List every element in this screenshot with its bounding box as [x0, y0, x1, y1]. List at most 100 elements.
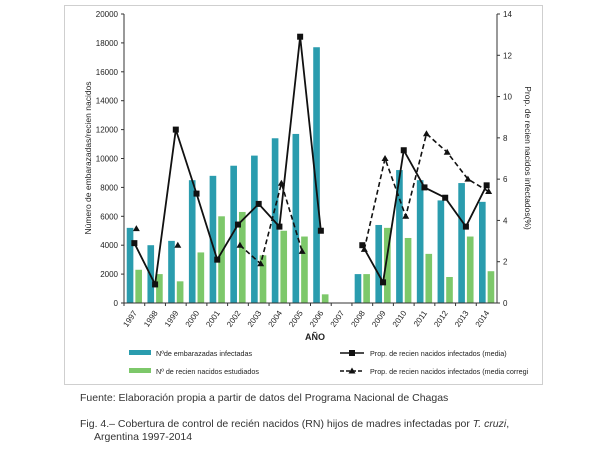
bar-embarazadas	[230, 165, 237, 303]
x-tick-label: 2013	[453, 309, 471, 329]
x-tick-label: 2010	[391, 309, 409, 329]
bar-embarazadas	[396, 170, 403, 303]
bar-recien-nacidos	[135, 269, 142, 303]
chart-frame	[64, 5, 543, 385]
y-tick-label: 6000	[100, 212, 118, 221]
bar-recien-nacidos	[301, 236, 308, 303]
marker-triangle	[174, 241, 182, 248]
bar-embarazadas	[292, 133, 300, 303]
x-tick-label: 2009	[370, 309, 388, 329]
legend-swatch	[129, 350, 151, 355]
marker-square	[442, 194, 449, 201]
chart: 0 2000 4000 6000 8000 10000 12000 14000 16000 180…	[83, 10, 533, 376]
chart-bars	[126, 47, 495, 303]
legend-label: Nºde embarazadas infectadas	[156, 349, 253, 358]
caption-line2: Argentina 1997-2014	[94, 431, 193, 443]
bar-recien-nacidos	[259, 255, 267, 303]
marker-triangle	[402, 212, 410, 219]
y2-tick-label: 4	[503, 216, 508, 225]
bar-recien-nacidos	[384, 227, 391, 303]
bar-recien-nacidos	[404, 237, 412, 303]
caption-suffix: ,	[506, 418, 510, 430]
marker-square	[297, 33, 304, 40]
x-tick-label: 2014	[474, 309, 492, 329]
marker-square	[462, 223, 469, 230]
bar-embarazadas	[479, 201, 486, 303]
y2-tick-label: 0	[503, 299, 508, 308]
bar-recien-nacidos	[321, 294, 329, 303]
bar-recien-nacidos	[197, 252, 205, 303]
marker-square	[359, 242, 366, 249]
marker-square	[380, 279, 387, 286]
y2-tick-label: 8	[503, 134, 508, 143]
marker-square	[131, 240, 138, 247]
bar-embarazadas	[416, 180, 424, 303]
bar-recien-nacidos	[176, 281, 184, 303]
y2-tick-label: 6	[503, 175, 508, 184]
x-tick-label: 2001	[204, 309, 222, 329]
y-tick-label: 14000	[96, 97, 119, 106]
figure-caption: Fig. 4.– Cobertura de control de recién …	[80, 418, 550, 444]
y-tick-label: 10000	[96, 155, 119, 164]
marker-triangle	[236, 241, 244, 248]
x-tick-label: 2007	[329, 309, 347, 329]
bar-embarazadas	[313, 47, 320, 303]
chart-legend: Nºde embarazadas infectadas Nº de recien …	[129, 349, 529, 376]
marker-triangle	[277, 179, 285, 186]
x-tick-label: 2006	[308, 309, 326, 329]
y-tick-label: 4000	[100, 241, 118, 250]
y2-tick-label: 12	[503, 51, 512, 60]
x-tick-label: 2008	[349, 309, 367, 329]
legend-marker	[349, 350, 355, 356]
marker-triangle	[485, 188, 493, 195]
marker-square	[255, 200, 262, 207]
marker-triangle	[381, 155, 389, 161]
x-tick-label: 2012	[432, 309, 450, 329]
legend-label: Nº de recien nacidos estudiados	[156, 367, 259, 376]
chart-lines	[131, 33, 493, 288]
y-tick-label: 18000	[96, 39, 119, 48]
bar-embarazadas	[458, 183, 465, 303]
x-tick-label: 1997	[121, 309, 139, 329]
bar-recien-nacidos	[466, 236, 474, 303]
y-tick-label: 2000	[100, 270, 118, 279]
legend-label: Prop. de recien nacidos infectados (medi…	[370, 349, 507, 358]
marker-square	[400, 147, 407, 154]
bar-embarazadas	[168, 240, 175, 303]
bar-embarazadas	[437, 200, 445, 303]
bar-embarazadas	[126, 227, 134, 303]
marker-square	[234, 221, 241, 228]
marker-triangle	[464, 175, 472, 182]
marker-triangle	[422, 130, 430, 137]
line-media-corregida	[239, 180, 303, 266]
y2-tick-label: 14	[503, 10, 512, 19]
line-media-corregida	[363, 132, 490, 250]
legend-label: Prop. de recien nacidos infectados (medi…	[370, 367, 529, 376]
marker-square	[421, 184, 428, 191]
y-tick-label: 20000	[96, 10, 119, 19]
bar-embarazadas	[209, 175, 217, 303]
x-tick-label: 2004	[266, 309, 284, 329]
x-tick-label: 2011	[412, 309, 430, 329]
caption-italic: T. cruzi	[472, 418, 507, 430]
x-tick-label: 2003	[246, 309, 264, 329]
y-tick-label: 16000	[96, 68, 119, 77]
y2-tick-label: 2	[503, 258, 508, 267]
marker-triangle	[298, 247, 306, 254]
x-tick-label: 2002	[225, 309, 243, 329]
marker-square	[317, 227, 324, 234]
x-axis-title: AÑO	[305, 332, 325, 342]
source-note: Fuente: Elaboración propia a partir de d…	[80, 392, 449, 404]
marker-square	[152, 281, 159, 288]
y-tick-label: 0	[114, 299, 119, 308]
bar-recien-nacidos	[487, 271, 495, 303]
caption-prefix: Fig. 4.– Cobertura de control de recién …	[80, 418, 473, 430]
bar-embarazadas	[375, 224, 383, 303]
marker-square	[276, 223, 283, 230]
x-tick-label: 1998	[142, 309, 160, 329]
x-tick-label: 2000	[184, 309, 202, 329]
bar-recien-nacidos	[446, 276, 453, 303]
bar-embarazadas	[251, 155, 258, 303]
bar-recien-nacidos	[280, 230, 288, 303]
bar-embarazadas	[354, 274, 362, 303]
